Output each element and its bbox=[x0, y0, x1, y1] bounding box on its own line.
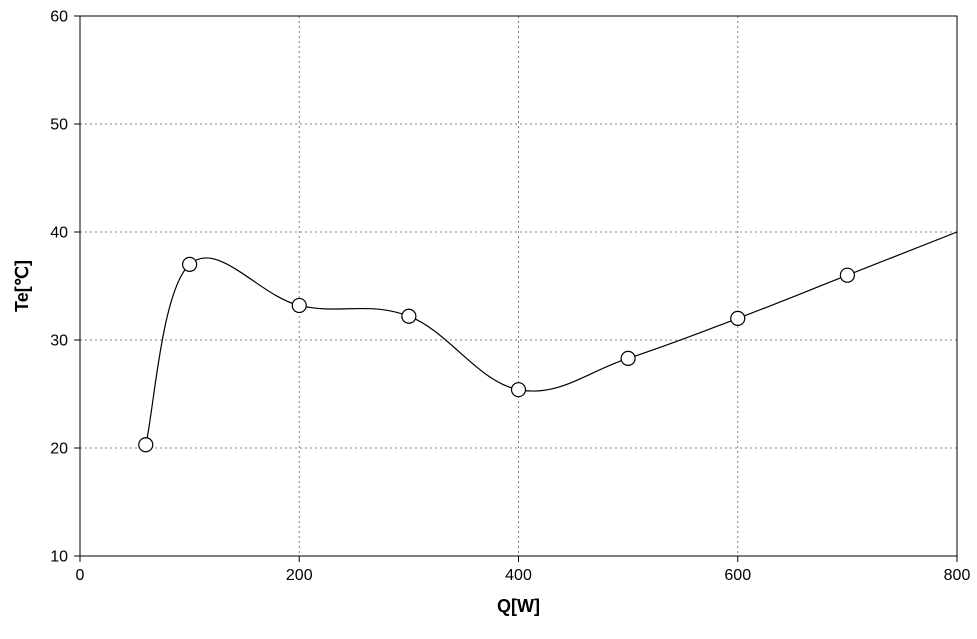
chart-container: 0 200 400 600 800 10 20 30 40 50 60 Q[W] Te[℃] bbox=[0, 0, 977, 639]
y-tick-label: 40 bbox=[50, 225, 68, 242]
x-tick-label: 400 bbox=[505, 567, 532, 584]
x-tick-label: 800 bbox=[944, 567, 971, 584]
data-marker bbox=[840, 268, 854, 282]
data-marker bbox=[621, 351, 635, 365]
x-tick-label: 0 bbox=[76, 567, 85, 584]
x-axis-label: Q[W] bbox=[497, 596, 540, 616]
y-tick-label: 10 bbox=[50, 549, 68, 566]
y-axis-label: Te[℃] bbox=[12, 260, 32, 312]
line-chart: 0 200 400 600 800 10 20 30 40 50 60 Q[W] Te[℃] bbox=[0, 0, 977, 639]
data-marker bbox=[183, 257, 197, 271]
y-tick-label: 50 bbox=[50, 117, 68, 134]
data-marker bbox=[402, 309, 416, 323]
data-marker bbox=[292, 298, 306, 312]
y-tick-label: 60 bbox=[50, 9, 68, 26]
data-marker bbox=[731, 311, 745, 325]
data-marker bbox=[139, 438, 153, 452]
x-tick-label: 200 bbox=[286, 567, 313, 584]
data-marker bbox=[512, 383, 526, 397]
x-tick-label: 600 bbox=[724, 567, 751, 584]
y-tick-label: 20 bbox=[50, 441, 68, 458]
y-tick-label: 30 bbox=[50, 333, 68, 350]
